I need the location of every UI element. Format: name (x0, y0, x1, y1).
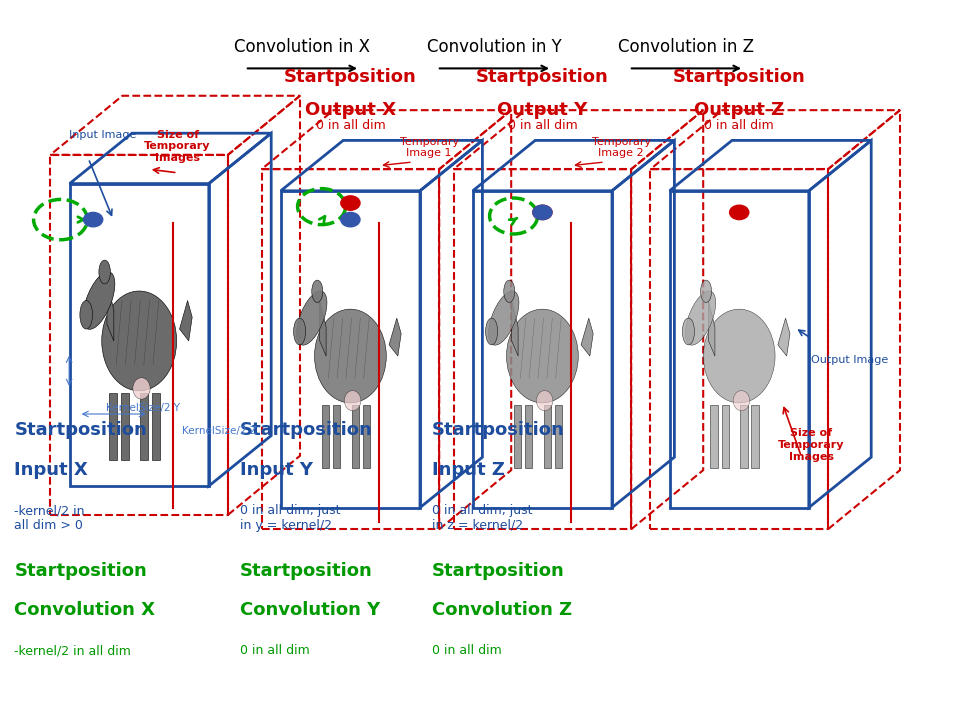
Ellipse shape (504, 280, 515, 302)
Ellipse shape (99, 260, 110, 284)
Text: Input Z: Input Z (432, 461, 505, 479)
Ellipse shape (132, 378, 150, 399)
Text: Convolution in Z: Convolution in Z (618, 37, 755, 55)
Text: Size of
Temporary
Images: Size of Temporary Images (144, 130, 211, 163)
Bar (555, 405, 563, 468)
Text: Output Y: Output Y (497, 101, 588, 119)
Circle shape (84, 212, 103, 227)
Text: Output Z: Output Z (694, 101, 784, 119)
Text: -kernel/2 in
all dim > 0: -kernel/2 in all dim > 0 (14, 504, 84, 532)
Bar (740, 405, 748, 468)
Text: Temporary
Image 1: Temporary Image 1 (399, 137, 459, 158)
Ellipse shape (683, 318, 694, 345)
Bar (722, 405, 730, 468)
Bar (710, 405, 718, 468)
Text: Convolution in X: Convolution in X (234, 37, 371, 55)
Text: Temporary
Image 2: Temporary Image 2 (591, 137, 651, 158)
Ellipse shape (297, 291, 327, 345)
Bar (109, 393, 117, 460)
Circle shape (341, 212, 360, 227)
Circle shape (341, 196, 360, 210)
Ellipse shape (701, 280, 711, 302)
Polygon shape (107, 282, 114, 341)
Text: Input Image: Input Image (69, 130, 136, 140)
Text: 0 in all dim, just
in z = kernel/2: 0 in all dim, just in z = kernel/2 (432, 504, 533, 532)
Polygon shape (778, 318, 790, 356)
Ellipse shape (294, 318, 305, 345)
Ellipse shape (537, 391, 553, 410)
Ellipse shape (315, 309, 386, 403)
Text: Startposition: Startposition (240, 421, 372, 439)
Ellipse shape (507, 309, 578, 403)
Text: 0 in all dim: 0 in all dim (508, 119, 577, 132)
Circle shape (533, 205, 552, 220)
Ellipse shape (102, 291, 177, 391)
Bar (752, 405, 759, 468)
Text: 0 in all dim, just
in y = kernel/2: 0 in all dim, just in y = kernel/2 (240, 504, 341, 532)
Ellipse shape (685, 291, 716, 345)
Ellipse shape (733, 391, 750, 410)
Text: Startposition: Startposition (432, 421, 564, 439)
Bar (140, 393, 149, 460)
Bar (363, 405, 371, 468)
Bar (351, 405, 359, 468)
Text: 0 in all dim: 0 in all dim (240, 644, 310, 657)
Polygon shape (320, 300, 326, 356)
Bar (543, 405, 551, 468)
Text: Size of
Temporary
Images: Size of Temporary Images (778, 428, 845, 462)
Polygon shape (389, 318, 401, 356)
Text: Convolution Y: Convolution Y (240, 601, 380, 619)
Text: 0 in all dim: 0 in all dim (316, 119, 385, 132)
Bar (152, 393, 160, 460)
Bar (333, 405, 341, 468)
Ellipse shape (704, 309, 775, 403)
Text: Startposition: Startposition (673, 68, 805, 86)
Circle shape (533, 205, 552, 220)
Text: Startposition: Startposition (284, 68, 417, 86)
Polygon shape (581, 318, 593, 356)
Ellipse shape (489, 291, 519, 345)
Bar (514, 405, 521, 468)
Polygon shape (512, 300, 518, 356)
Text: 0 in all dim: 0 in all dim (705, 119, 774, 132)
Bar (525, 405, 533, 468)
Ellipse shape (83, 271, 115, 329)
Polygon shape (180, 300, 192, 341)
Ellipse shape (312, 280, 323, 302)
Text: KernelSize/2 Z: KernelSize/2 Z (182, 426, 257, 436)
Text: Startposition: Startposition (432, 562, 564, 580)
Text: Startposition: Startposition (14, 421, 147, 439)
Text: Startposition: Startposition (14, 562, 147, 580)
Text: Convolution X: Convolution X (14, 601, 156, 619)
Ellipse shape (345, 391, 361, 410)
Text: Input X: Input X (14, 461, 88, 479)
Text: Output X: Output X (305, 101, 396, 119)
Text: Convolution Z: Convolution Z (432, 601, 572, 619)
Bar (121, 393, 129, 460)
Bar (322, 405, 329, 468)
Text: Startposition: Startposition (476, 68, 609, 86)
Text: Startposition: Startposition (240, 562, 372, 580)
Text: KernelSize/2 Y: KernelSize/2 Y (106, 403, 180, 413)
Ellipse shape (486, 318, 497, 345)
Text: 0 in all dim: 0 in all dim (432, 644, 502, 657)
Text: Convolution in Y: Convolution in Y (427, 37, 562, 55)
Ellipse shape (80, 300, 92, 329)
Text: Output Image: Output Image (811, 355, 888, 365)
Text: Input Y: Input Y (240, 461, 313, 479)
Polygon shape (708, 300, 715, 356)
Text: -kernel/2 in all dim: -kernel/2 in all dim (14, 644, 132, 657)
Circle shape (730, 205, 749, 220)
